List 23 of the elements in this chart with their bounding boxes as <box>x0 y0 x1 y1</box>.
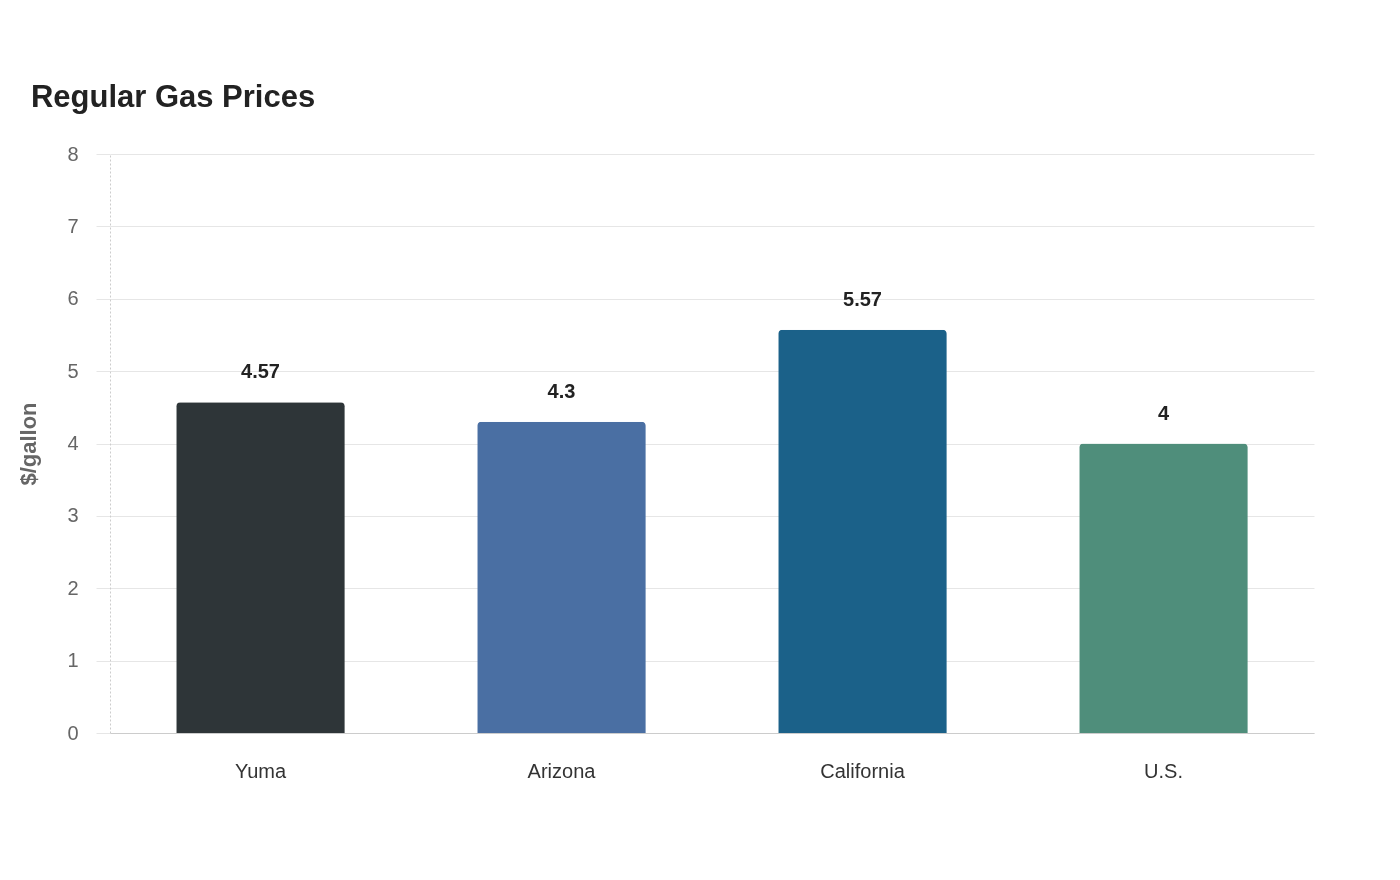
x-tick-label: Arizona <box>527 759 597 782</box>
bar <box>778 329 947 733</box>
x-tick-label: California <box>820 759 906 782</box>
y-tick-label: 8 <box>67 142 79 165</box>
chart-title: Regular Gas Prices <box>30 79 316 114</box>
y-tick-label: 7 <box>67 214 79 237</box>
bar <box>1079 443 1248 733</box>
bar <box>176 402 345 733</box>
data-label: 4.57 <box>241 360 280 383</box>
x-tick-label: Yuma <box>234 759 287 782</box>
y-tick-label: 4 <box>67 432 79 454</box>
y-tick-label: 5 <box>67 359 79 382</box>
bar <box>477 421 646 733</box>
y-axis-title: $/gallon <box>16 402 42 486</box>
y-tick-label: 3 <box>67 504 79 527</box>
x-tick-label: U.S. <box>1144 759 1183 782</box>
y-tick-label: 2 <box>67 576 79 599</box>
y-tick-label: 0 <box>67 721 79 744</box>
y-tick-label: 6 <box>67 287 79 310</box>
data-label: 5.57 <box>843 287 882 310</box>
data-label: 4.3 <box>547 379 576 402</box>
data-label: 4 <box>1157 401 1170 424</box>
y-tick-label: 1 <box>67 649 79 672</box>
